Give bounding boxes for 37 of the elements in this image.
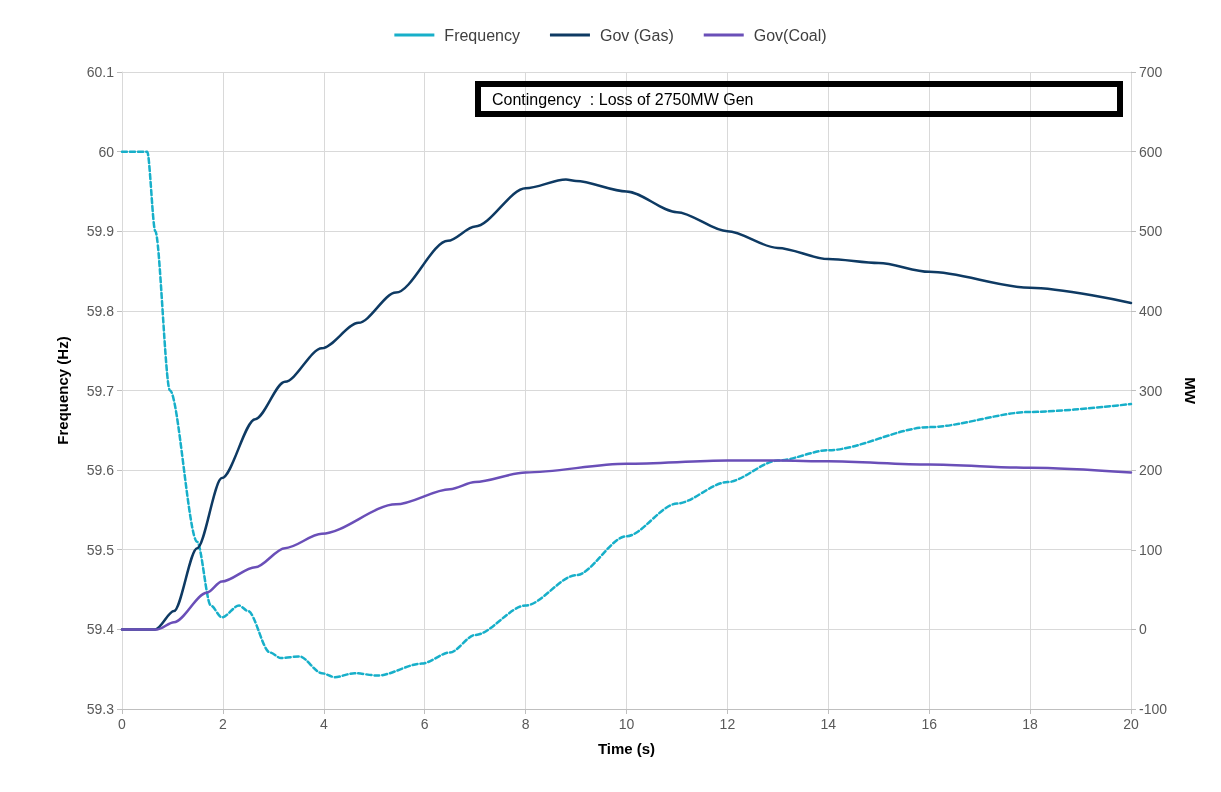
legend-label: Gov(Coal) (753, 26, 827, 44)
x-tick-label: 6 (420, 716, 429, 732)
y-tick-label: 59.9 (86, 223, 115, 240)
y2-tick-label: 300 (1139, 382, 1163, 399)
y2-tick-label: 100 (1139, 541, 1163, 558)
x-tick-label: 2 (219, 716, 227, 732)
legend-label: Gov (Gas) (599, 26, 674, 44)
y2-tick-label: 500 (1139, 223, 1163, 240)
line-series (120, 459, 1133, 631)
x-tick-label: 20 (1123, 716, 1139, 732)
y-tick-label: 59.4 (86, 621, 115, 638)
y-tick-label: 59.6 (86, 462, 115, 479)
x-tick-label: 10 (618, 716, 635, 732)
x-tick-label: 4 (319, 716, 328, 732)
annotation: Contingency : Loss of 2750MW Gen (492, 90, 754, 108)
legend-label: Frequency (444, 26, 520, 44)
y2-tick-label: -100 (1139, 701, 1168, 717)
y2-tick-label: 200 (1139, 462, 1163, 479)
y2-tick-label: 0 (1139, 621, 1147, 638)
x-tick-label: 18 (1022, 716, 1039, 732)
y2-tick-label: 400 (1139, 302, 1163, 319)
x-tick-label: 0 (118, 716, 127, 732)
y-tick-label: 59.8 (86, 302, 115, 319)
y-axis-title: Frequency (Hz) (54, 336, 71, 445)
y-tick-label: 59.5 (86, 541, 115, 558)
y-tick-label: 60 (98, 143, 115, 160)
y-tick-label: 60.1 (86, 64, 115, 80)
x-tick-label: 8 (521, 716, 530, 732)
y2-axis-title: MW (1182, 377, 1199, 405)
y-tick-label: 59.7 (86, 382, 115, 399)
x-tick-label: 14 (820, 716, 837, 732)
y-tick-label: 59.3 (86, 701, 115, 717)
y2-tick-label: 600 (1139, 143, 1163, 160)
x-tick-label: 16 (921, 716, 938, 732)
y2-tick-label: 700 (1139, 64, 1163, 80)
x-tick-label: 12 (719, 716, 736, 732)
x-axis-title: Time (s) (597, 740, 656, 757)
